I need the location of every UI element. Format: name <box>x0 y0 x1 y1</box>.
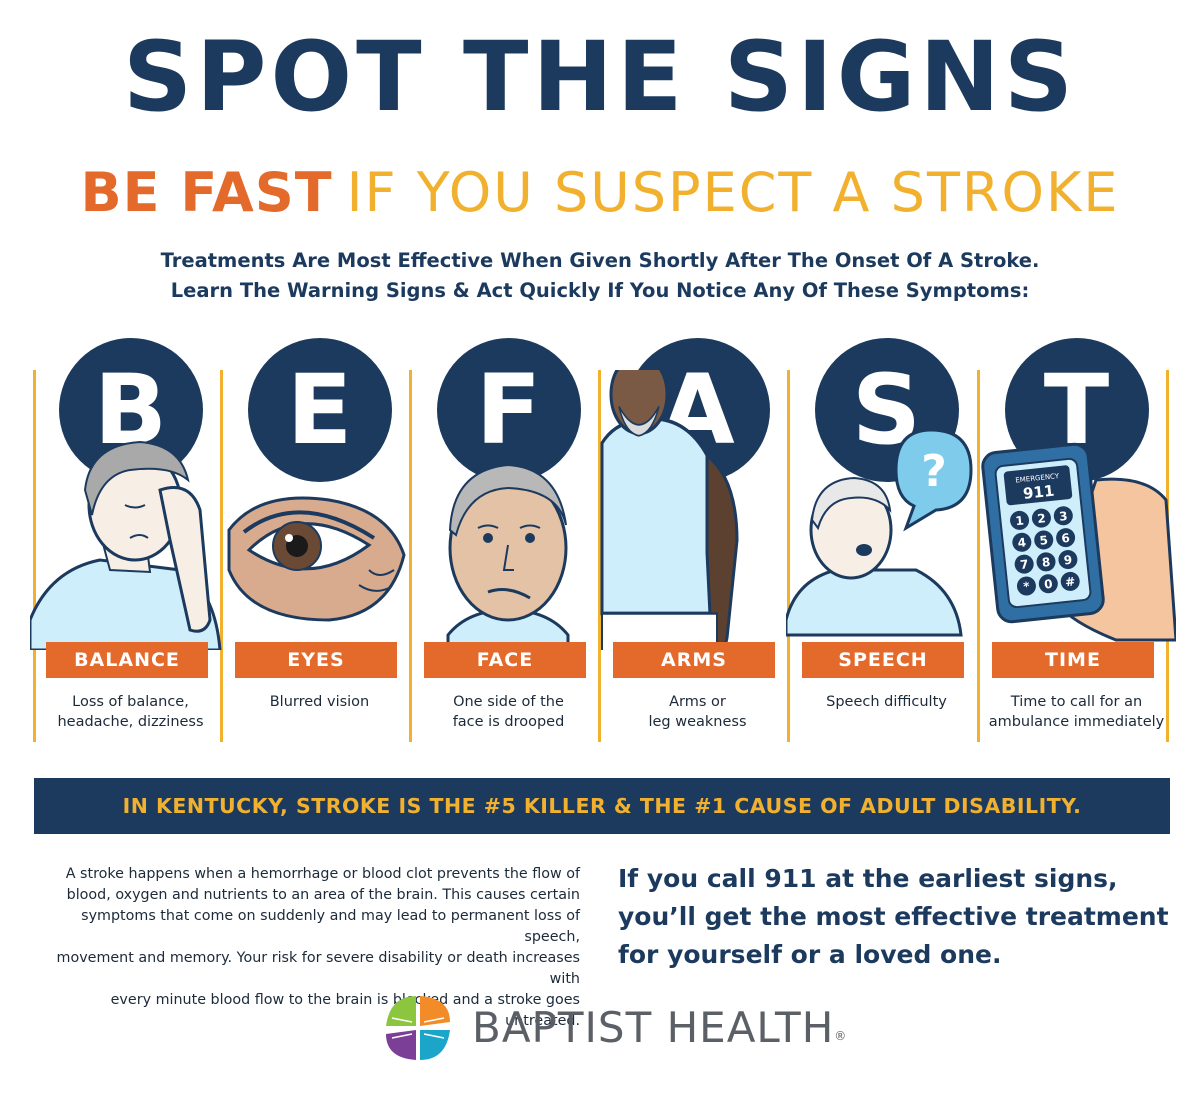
logo-wordmark: BAPTIST HEALTH® <box>472 1000 847 1056</box>
subtitle-emphasis: BE FAST <box>80 161 333 224</box>
desc-line: headache, dizziness <box>57 714 204 730</box>
phone-key <box>1012 532 1032 552</box>
callout-line: If you call 911 at the earliest signs, <box>618 864 1118 893</box>
intro-line: Treatments Are Most Effective When Given… <box>160 249 1040 272</box>
sign-label: ARMS <box>613 642 775 678</box>
desc-line: One side of the <box>453 694 564 710</box>
sign-description: Speech difficulty <box>790 692 983 712</box>
sign-face: F FACE One side of the face is drooped <box>416 330 601 750</box>
eye-illustration <box>227 496 406 622</box>
sign-balance: B BALANCE Loss of balance, headache, diz… <box>30 330 223 750</box>
desc-line: Arms or <box>669 694 726 710</box>
desc-line: Speech difficulty <box>826 694 947 710</box>
desc-line: leg weakness <box>648 714 747 730</box>
sign-label: EYES <box>235 642 397 678</box>
divider <box>598 370 601 742</box>
baptist-health-logo: BAPTIST HEALTH® <box>382 992 846 1066</box>
body-line: blood, oxygen and nutrients to an area o… <box>66 887 580 903</box>
body-line: every minute blood flow to the brain is … <box>110 992 580 1029</box>
phone-key-label: 0 <box>1043 577 1053 592</box>
phone-key <box>1016 576 1036 596</box>
sign-time: T EMERGENCY 911 1 2 3 4 5 6 7 8 9 * 0 # TIME Time t… <box>981 330 1176 750</box>
sign-arms: A ARMS Arms or leg weakness <box>600 330 790 750</box>
letter-badge-s: S <box>814 338 959 482</box>
sign-description: Blurred vision <box>223 692 416 712</box>
sign-label: TIME <box>992 642 1154 678</box>
question-mark: ? <box>921 446 947 497</box>
sign-description: Time to call for an ambulance immediatel… <box>980 692 1173 732</box>
body-line: movement and memory. Your risk for sever… <box>56 950 580 987</box>
stroke-explanation: A stroke happens when a hemorrhage or bl… <box>40 864 580 1032</box>
phone-key <box>1038 574 1058 594</box>
phone-key-label: 4 <box>1017 535 1027 550</box>
phone-keypad: 1 2 3 4 5 6 7 8 9 * 0 # <box>1010 506 1080 596</box>
desc-line: Time to call for an <box>1010 694 1143 710</box>
intro-text: Treatments Are Most Effective When Given… <box>0 246 1200 306</box>
phone-key <box>1010 510 1030 530</box>
page-title: SPOT THE SIGNS <box>123 21 1077 133</box>
phone-key <box>1060 571 1080 591</box>
desc-line: Loss of balance, <box>72 694 189 710</box>
sign-speech: S ? SPEECH Speech difficulty <box>786 330 979 750</box>
sign-label: SPEECH <box>802 642 964 678</box>
phone-key-label: 9 <box>1063 553 1073 568</box>
befast-panels: B BALANCE Loss of balance, headache, diz… <box>0 330 1200 750</box>
divider <box>787 370 790 742</box>
phone-key <box>1056 528 1076 548</box>
letter-badge-f: F <box>436 338 581 482</box>
page-subtitle: BE FAST IF YOU SUSPECT A STROKE <box>0 158 1200 228</box>
speech-illustration: ? <box>786 428 973 637</box>
divider <box>33 370 36 742</box>
body-line: A stroke happens when a hemorrhage or bl… <box>65 866 580 882</box>
callout-line: for yourself or a loved one. <box>618 940 1002 969</box>
stat-banner: IN KENTUCKY, STROKE IS THE #5 KILLER & T… <box>34 778 1170 834</box>
phone-key-label: 7 <box>1019 557 1029 572</box>
sign-eyes: E EYES Blurred vision <box>227 330 412 750</box>
logo-flower-icon <box>386 996 450 1060</box>
balance-illustration <box>30 440 222 650</box>
sign-description: Loss of balance, headache, dizziness <box>34 692 227 732</box>
desc-line: ambulance immediately <box>988 714 1165 730</box>
phone-key <box>1034 530 1054 550</box>
phone-key-label: 1 <box>1015 513 1025 528</box>
phone-key-label: 8 <box>1041 555 1051 570</box>
phone-key-label: 6 <box>1061 531 1071 546</box>
divider <box>977 370 980 742</box>
divider <box>220 370 223 742</box>
phone-key <box>1058 550 1078 570</box>
intro-line: Learn The Warning Signs & Act Quickly If… <box>170 279 1030 302</box>
sign-description: Arms or leg weakness <box>601 692 794 732</box>
call-911-callout: If you call 911 at the earliest signs, y… <box>618 860 1188 974</box>
sign-label: FACE <box>424 642 586 678</box>
phone-key-label: 3 <box>1058 509 1068 524</box>
phone-key-label: # <box>1065 574 1076 589</box>
phone-key <box>1036 552 1056 572</box>
callout-line: you’ll get the most effective treatment <box>618 902 1169 931</box>
phone-key-label: * <box>1023 579 1031 594</box>
phone-key-label: 2 <box>1037 511 1047 526</box>
phone-key <box>1014 554 1034 574</box>
phone-screen-number: 911 <box>1022 482 1055 503</box>
sign-description: One side of the face is drooped <box>412 692 605 732</box>
arms-illustration <box>600 370 739 650</box>
subtitle-rest: IF YOU SUSPECT A STROKE <box>346 161 1120 224</box>
divider <box>409 370 412 742</box>
phone-illustration: EMERGENCY 911 1 2 34 5 67 8 9* 0 # <box>981 442 1176 642</box>
desc-line: face is drooped <box>452 714 565 730</box>
body-line: symptoms that come on suddenly and may l… <box>81 908 580 945</box>
sign-label: BALANCE <box>46 642 208 678</box>
phone-key <box>1053 506 1073 526</box>
registered-mark: ® <box>834 1029 848 1043</box>
phone-key <box>1031 508 1051 528</box>
phone-key-label: 5 <box>1039 533 1049 548</box>
letter-badge-e: E <box>247 338 392 482</box>
face-illustration <box>446 463 570 650</box>
desc-line: Blurred vision <box>269 694 370 710</box>
logo-text: BAPTIST HEALTH <box>472 1003 835 1052</box>
